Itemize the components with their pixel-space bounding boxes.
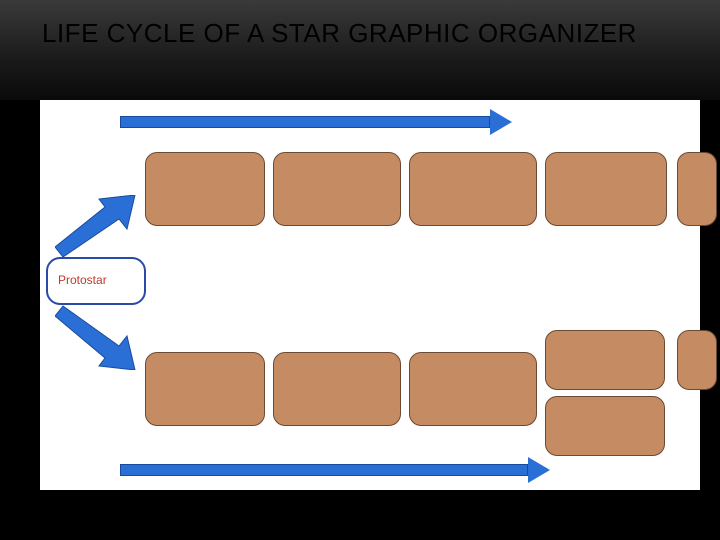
header-band bbox=[0, 0, 720, 100]
top-path-arrow bbox=[120, 112, 520, 132]
top-stage-5-clip bbox=[677, 152, 717, 226]
top-stage-2 bbox=[273, 152, 401, 226]
bottom-stage-5-clip bbox=[677, 330, 717, 390]
top-stage-1 bbox=[145, 152, 265, 226]
bottom-path-arrow bbox=[120, 460, 560, 480]
bottom-stage-4b bbox=[545, 396, 665, 456]
bottom-stage-3 bbox=[409, 352, 537, 426]
protostar-label: Protostar bbox=[58, 273, 107, 287]
bottom-stage-4a bbox=[545, 330, 665, 390]
top-stage-3 bbox=[409, 152, 537, 226]
branch-up-arrow bbox=[55, 195, 145, 265]
branch-down-arrow bbox=[55, 300, 145, 370]
bottom-stage-1 bbox=[145, 352, 265, 426]
bottom-stage-2 bbox=[273, 352, 401, 426]
top-stage-4 bbox=[545, 152, 667, 226]
page-title: LIFE CYCLE OF A STAR GRAPHIC ORGANIZER bbox=[42, 18, 637, 49]
